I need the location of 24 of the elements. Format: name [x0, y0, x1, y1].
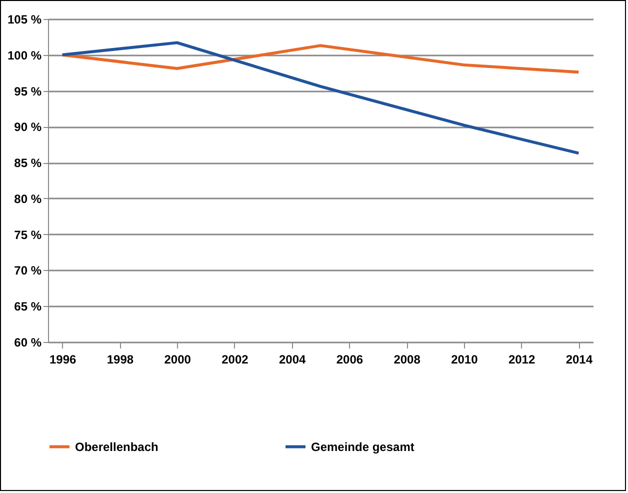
x-tick-label: 2012 [508, 352, 536, 366]
legend-label: Gemeinde gesamt [311, 440, 414, 454]
legend-label: Oberellenbach [75, 440, 158, 454]
y-tick-label: 85 % [14, 156, 42, 170]
x-tick-label: 2000 [164, 352, 192, 366]
x-tick-label: 2008 [394, 352, 421, 366]
x-tick-label: 1996 [49, 352, 77, 366]
y-tick-label: 80 % [14, 192, 42, 206]
x-tick-label: 2006 [336, 352, 364, 366]
y-tick-label: 95 % [14, 84, 42, 98]
y-tick-label: 75 % [14, 228, 42, 242]
line-series [60, 41, 580, 155]
y-tick-label: 90 % [14, 120, 42, 134]
y-tick-label: 65 % [14, 300, 42, 314]
x-tick-label: 2014 [566, 352, 593, 366]
y-tick-label: 60 % [14, 336, 42, 350]
x-tick-label: 1998 [106, 352, 134, 366]
y-tick-label: 100 % [7, 48, 42, 62]
x-tick-label: 2002 [222, 352, 249, 366]
x-tick-label: 2010 [451, 352, 478, 366]
y-tick-label: 70 % [14, 264, 42, 278]
y-tick-label: 105 % [7, 12, 42, 26]
x-tick-label: 2004 [278, 352, 306, 366]
line-series [60, 44, 580, 74]
